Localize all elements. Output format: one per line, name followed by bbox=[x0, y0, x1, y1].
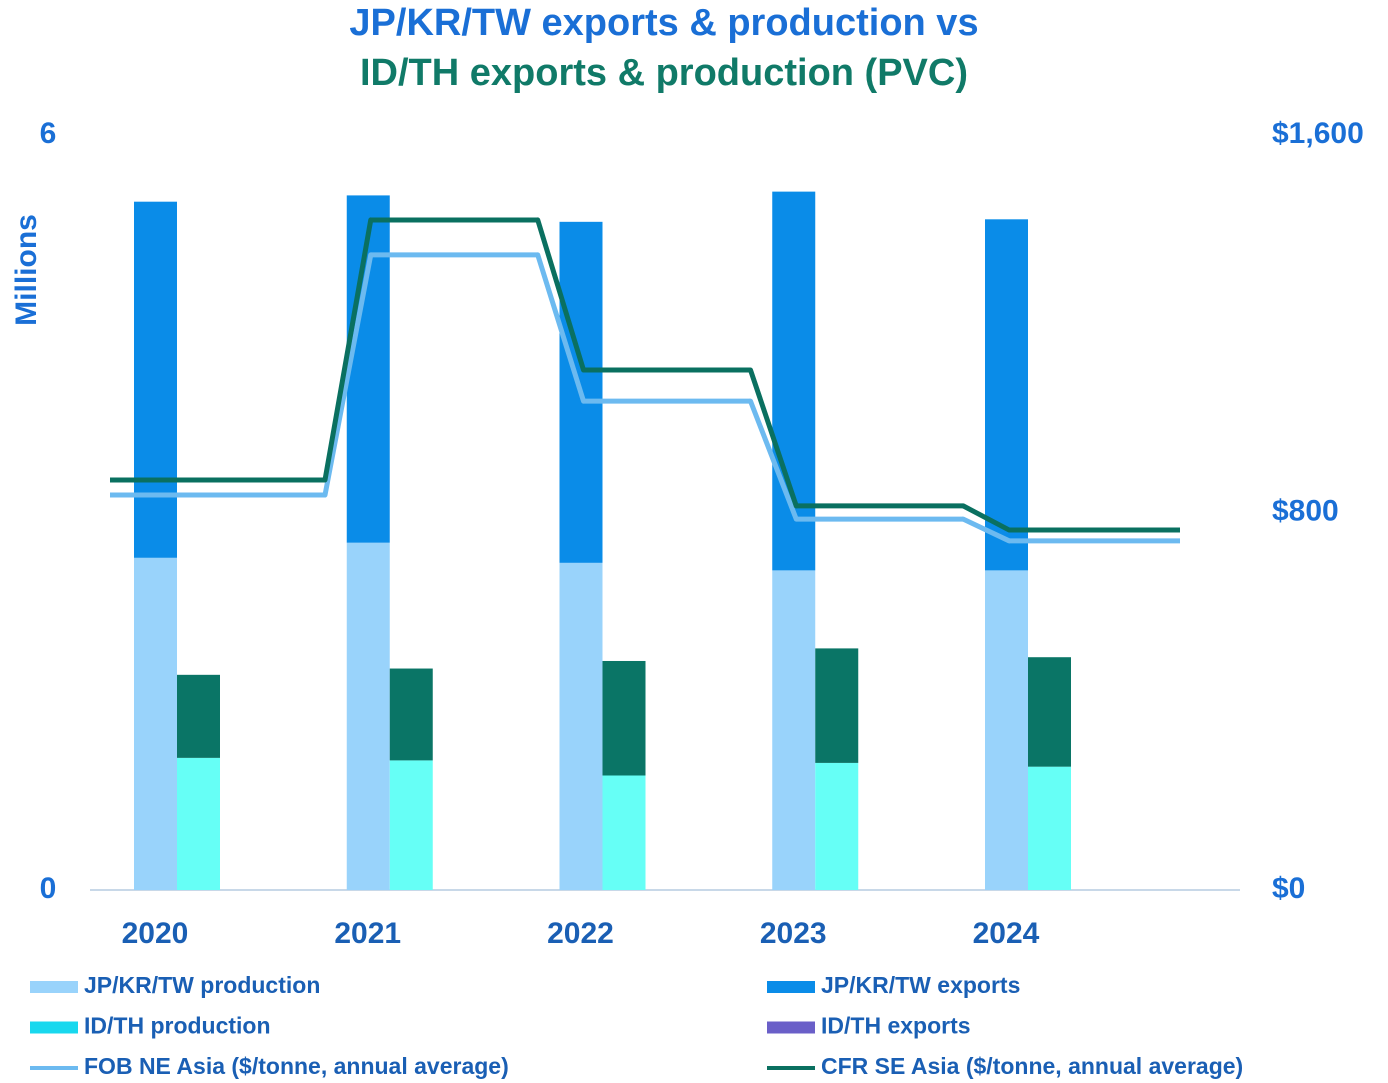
bar-segment bbox=[772, 570, 816, 890]
bar-segment bbox=[985, 219, 1028, 571]
y2-tick-label: $0 bbox=[1272, 872, 1305, 905]
legend-label: JP/KR/TW production bbox=[84, 972, 320, 998]
bar-segment bbox=[815, 648, 859, 763]
line-connector bbox=[535, 252, 586, 404]
y-tick-label: 6 bbox=[40, 117, 57, 150]
chart-title: ID/TH exports & production (PVC) bbox=[360, 52, 968, 94]
line-connector bbox=[960, 503, 1012, 533]
chart-title: JP/KR/TW exports & production vs bbox=[349, 2, 978, 44]
x-tick-label: 2023 bbox=[760, 917, 827, 950]
bar-segment bbox=[602, 775, 646, 890]
bar-segment bbox=[1028, 766, 1071, 890]
legend-label: FOB NE Asia ($/tonne, annual average) bbox=[84, 1053, 509, 1079]
line-connector bbox=[535, 217, 586, 373]
bar-segment bbox=[177, 674, 220, 758]
y-axis-label: Millions bbox=[10, 214, 43, 326]
bar-segment bbox=[985, 570, 1028, 890]
bar-segment bbox=[346, 542, 390, 890]
line-connector bbox=[748, 398, 799, 522]
bar-segment bbox=[389, 760, 433, 890]
x-tick-label: 2021 bbox=[334, 917, 401, 950]
legend-label: ID/TH production bbox=[84, 1013, 271, 1039]
legend-swatch bbox=[30, 981, 78, 993]
bar-segment bbox=[389, 668, 433, 761]
line-connector bbox=[322, 217, 374, 483]
line-connector bbox=[960, 516, 1012, 544]
legend-swatch bbox=[767, 981, 815, 993]
line-connector bbox=[748, 367, 799, 509]
x-tick-label: 2020 bbox=[122, 917, 189, 950]
bar-segment bbox=[134, 557, 177, 890]
x-tick-label: 2024 bbox=[973, 917, 1040, 950]
bar-segment bbox=[559, 562, 603, 890]
y2-tick-label: $800 bbox=[1272, 494, 1339, 527]
bar-segment bbox=[815, 762, 859, 890]
y-tick-label: 0 bbox=[40, 872, 57, 905]
y2-tick-label: $1,600 bbox=[1272, 117, 1364, 150]
legend-label: ID/TH exports bbox=[821, 1013, 971, 1039]
legend-swatch bbox=[767, 1021, 815, 1034]
bar-segment bbox=[134, 201, 177, 558]
legend-label: CFR SE Asia ($/tonne, annual average) bbox=[821, 1053, 1243, 1079]
bar-segment bbox=[602, 660, 646, 776]
legend-swatch bbox=[30, 1021, 78, 1034]
x-tick-label: 2022 bbox=[547, 917, 614, 950]
bar-segment bbox=[177, 757, 220, 890]
line-connector bbox=[322, 252, 374, 498]
bar-segment bbox=[1028, 657, 1071, 767]
legend-label: JP/KR/TW exports bbox=[821, 972, 1020, 998]
